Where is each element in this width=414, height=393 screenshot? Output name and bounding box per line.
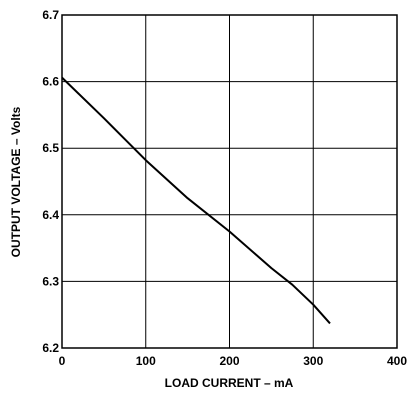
- grid: [62, 15, 397, 348]
- x-tick-label-3: 300: [303, 354, 323, 368]
- y-tick-label-3: 6.5: [42, 141, 59, 155]
- x-axis-label: LOAD CURRENT – mA: [165, 376, 294, 390]
- x-tick-label-0: 0: [59, 354, 66, 368]
- x-tick-label-1: 100: [136, 354, 156, 368]
- y-axis-label: OUTPUT VOLTAGE – Volts: [9, 106, 23, 257]
- series-line-0: [61, 76, 331, 325]
- y-tick-label-2: 6.4: [42, 208, 59, 222]
- x-tick-label-2: 200: [219, 354, 239, 368]
- y-tick-labels: 6.2 6.3 6.4 6.5 6.6 6.7: [42, 8, 59, 355]
- x-tick-label-4: 400: [387, 354, 407, 368]
- series-layer: [61, 76, 331, 325]
- y-tick-label-0: 6.2: [42, 341, 59, 355]
- y-tick-label-1: 6.3: [42, 274, 59, 288]
- plot-frame: [61, 14, 398, 349]
- y-tick-label-4: 6.6: [42, 75, 59, 89]
- y-tick-label-5: 6.7: [42, 8, 59, 22]
- x-tick-labels: 0 100 200 300 400: [59, 354, 408, 368]
